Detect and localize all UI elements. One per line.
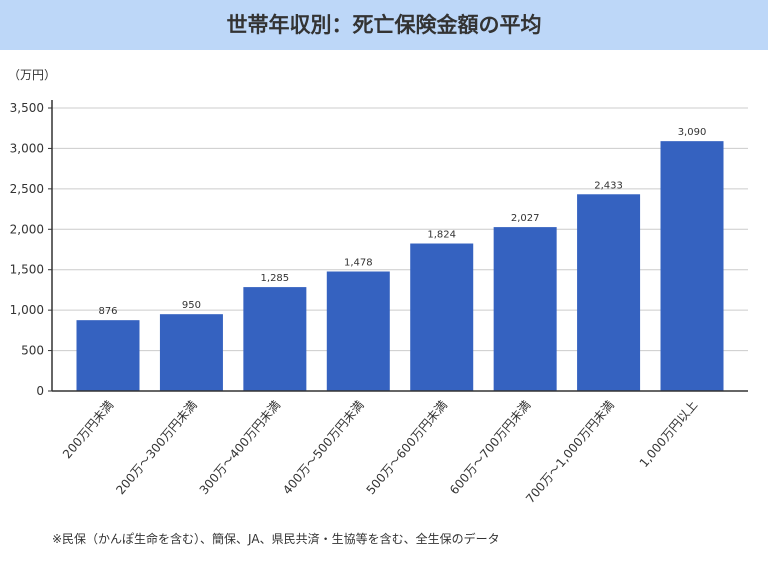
x-tick-label: 1,000万円以上 xyxy=(637,398,701,470)
x-tick-label: 500万～600万円未満 xyxy=(364,398,450,497)
x-tick-label: 700万～1,000万円未満 xyxy=(523,398,617,506)
data-label: 876 xyxy=(98,306,117,317)
bar xyxy=(660,141,724,391)
x-tick-label: 200万円未満 xyxy=(60,398,116,461)
footnote: ※民保（かんぽ生命を含む）、簡保、JA、県民共済・生協等を含む、全生保のデータ xyxy=(52,532,500,546)
y-tick-label: 0 xyxy=(36,384,44,398)
y-tick-label: 500 xyxy=(21,344,44,358)
bar xyxy=(410,243,474,391)
y-tick-label: 2,500 xyxy=(10,182,44,196)
bar xyxy=(243,287,307,391)
data-label: 2,433 xyxy=(594,180,623,191)
data-label: 3,090 xyxy=(678,127,707,138)
y-tick-label: 1,500 xyxy=(10,263,44,277)
data-label: 2,027 xyxy=(511,213,540,224)
x-tick-label: 600万～700万円未満 xyxy=(447,398,533,497)
x-tick-label: 400万～500万円未満 xyxy=(280,398,366,497)
bar xyxy=(326,271,390,391)
x-tick-label: 300万～400万円未満 xyxy=(197,398,283,497)
bar xyxy=(493,227,557,391)
data-label: 1,824 xyxy=(427,230,456,241)
bar xyxy=(577,194,641,391)
chart-title: 世帯年収別：死亡保険金額の平均 xyxy=(0,0,768,50)
y-tick-label: 1,000 xyxy=(10,303,44,317)
y-tick-label: 3,000 xyxy=(10,141,44,155)
y-axis-unit-label: （万円） xyxy=(8,68,57,82)
y-tick-label: 2,000 xyxy=(10,222,44,236)
bar xyxy=(159,314,223,391)
y-tick-label: 3,500 xyxy=(10,101,44,115)
data-label: 1,285 xyxy=(261,273,290,284)
data-label: 1,478 xyxy=(344,257,373,268)
x-tick-label: 200万～300万円未満 xyxy=(113,398,199,497)
data-label: 950 xyxy=(182,300,201,311)
bar xyxy=(76,320,140,391)
